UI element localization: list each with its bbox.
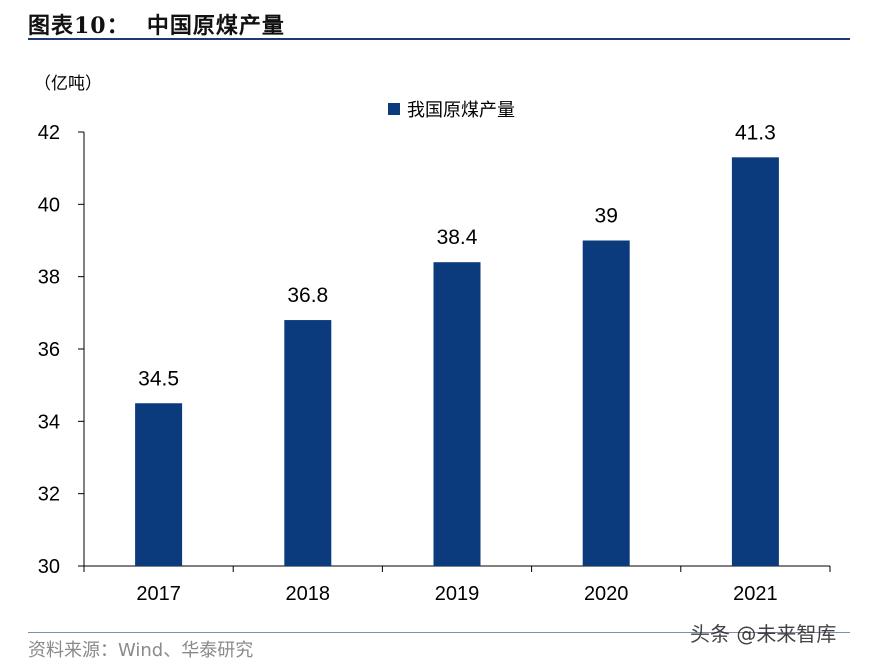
bar-2018 [284,320,332,566]
x-tick-label-2021: 2021 [733,583,778,605]
figure-title: 图表10： 中国原煤产量 [28,13,285,39]
y-tick-label: 40 [38,194,60,216]
data-label-2019: 38.4 [437,226,478,249]
legend-swatch [388,103,400,115]
x-tick-label-2019: 2019 [435,583,480,605]
x-tick-label-2017: 2017 [136,583,181,605]
legend-label: 我国原煤产量 [407,100,515,121]
y-tick-label: 30 [38,556,60,578]
figure-header: 图表10： 中国原煤产量 [28,6,850,40]
watermark-text: 头条 @未来智库 [690,622,837,646]
data-label-2017: 34.5 [138,367,179,390]
source-divider [28,632,850,633]
x-tick-label-2018: 2018 [286,583,331,605]
x-tick-label-2020: 2020 [584,583,629,605]
y-tick-label: 38 [38,267,60,289]
bar-2020 [582,240,630,566]
y-tick-label: 42 [38,122,60,144]
y-tick-label: 32 [38,484,60,506]
data-label-2021: 41.3 [735,121,776,144]
source-note: 资料来源：Wind、华泰研究 [28,640,254,661]
bar-2019 [433,262,481,566]
data-label-2018: 36.8 [287,284,328,307]
y-unit-label: （亿吨） [34,74,102,94]
y-tick-label: 34 [38,411,60,433]
bar-2021 [731,157,779,567]
bar-2017 [135,403,183,566]
y-tick-label: 36 [38,339,60,361]
data-label-2020: 39 [595,205,618,228]
